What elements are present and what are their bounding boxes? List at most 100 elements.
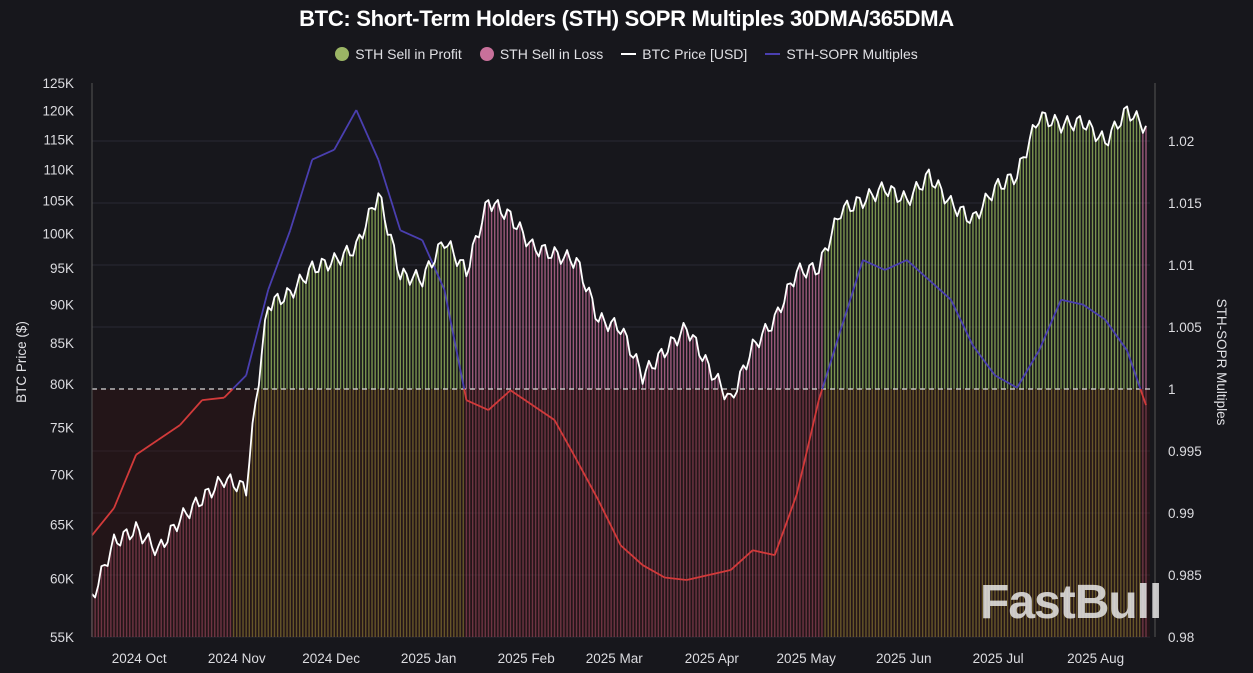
legend-dot-loss: [479, 47, 494, 61]
x-tick: 2025 Mar: [586, 651, 644, 666]
y-axis-label-left: BTC Price ($): [14, 321, 29, 403]
sopr-line-segment: [311, 148, 335, 161]
y-tick-left: 55K: [50, 630, 74, 645]
y-tick-right: 1: [1168, 382, 1176, 397]
sopr-line-segment: [708, 569, 731, 576]
sopr-line-segment: [619, 544, 644, 566]
sopr-line-segment: [1038, 299, 1062, 351]
y-tick-right: 0.995: [1168, 444, 1202, 459]
y-tick-right: 1.01: [1168, 258, 1194, 273]
sopr-line-segment: [509, 389, 533, 406]
sopr-line-segment: [1016, 350, 1040, 389]
sopr-line-segment: [575, 459, 600, 502]
x-tick: 2025 Feb: [498, 651, 555, 666]
y-tick-left: 105K: [42, 194, 74, 209]
sopr-line-segment: [553, 419, 578, 461]
y-tick-right: 0.98: [1168, 630, 1194, 645]
sopr-line-segment: [752, 549, 775, 557]
legend-line-sopr: [765, 53, 781, 55]
y-tick-left: 60K: [50, 571, 74, 586]
sopr-line-segment: [642, 564, 666, 579]
x-tick: 2025 Jan: [401, 651, 457, 666]
y-tick-left: 110K: [43, 162, 74, 177]
sopr-line-segment: [245, 289, 270, 376]
y-tick-left: 80K: [50, 377, 74, 392]
sopr-line-segment: [223, 388, 234, 399]
y-axis-label-right: STH-SOPR Multiples: [1214, 299, 1229, 426]
legend-item-profit[interactable]: STH Sell in Profit: [335, 46, 462, 62]
sopr-line-segment: [821, 329, 842, 390]
sopr-line-segment: [91, 507, 115, 536]
legend-item-sopr[interactable]: STH-SOPR Multiples: [765, 46, 918, 62]
legend-label: STH-SOPR Multiples: [786, 46, 918, 62]
y-tick-right: 0.99: [1168, 506, 1194, 521]
sopr-line-segment: [950, 299, 974, 346]
sopr-line-segment: [531, 404, 556, 421]
sopr-line-segment: [466, 399, 489, 411]
y-tick-left: 115K: [43, 132, 74, 147]
watermark: FastBull: [980, 576, 1161, 629]
sopr-line-segment: [377, 159, 402, 231]
x-tick: 2025 Jun: [876, 651, 932, 666]
sopr-line-segment: [333, 109, 358, 151]
y-tick-left: 75K: [50, 421, 74, 436]
legend-label: STH Sell in Loss: [499, 46, 604, 62]
y-tick-left: 100K: [42, 227, 74, 242]
chart-title: BTC: Short-Term Holders (STH) SOPR Multi…: [299, 6, 954, 31]
legend-dot-profit: [335, 47, 350, 61]
sopr-line-segment: [1126, 350, 1142, 390]
sopr-line-segment: [1082, 303, 1106, 321]
sopr-line-segment: [994, 374, 1018, 389]
x-tick: 2024 Oct: [112, 651, 167, 666]
sopr-line-segment: [443, 289, 466, 390]
y-tick-left: 85K: [50, 336, 74, 351]
legend-line-price: [621, 53, 637, 55]
y-tick-left: 95K: [50, 261, 74, 276]
sopr-line-segment: [928, 279, 952, 301]
sopr-line-segment: [202, 396, 225, 402]
sopr-line-segment: [1139, 388, 1147, 406]
sopr-line-segment: [267, 229, 292, 291]
sopr-line-segment: [839, 259, 864, 330]
sopr-line-segment: [862, 259, 886, 271]
sopr-line-segment: [795, 399, 820, 495]
y-tick-left: 90K: [50, 298, 74, 313]
sopr-line-segment: [289, 159, 314, 231]
sopr-line-segment: [355, 109, 380, 160]
y-tick-left: 65K: [50, 517, 74, 532]
x-tick: 2025 Jul: [973, 651, 1024, 666]
sopr-line-segment: [232, 374, 247, 390]
price-line: [91, 105, 1147, 599]
x-tick: 2025 Apr: [685, 651, 740, 666]
sopr-line-segment: [817, 388, 824, 401]
sopr-line-segment: [906, 259, 930, 281]
y-tick-right: 1.005: [1168, 320, 1202, 335]
y-tick-left: 70K: [50, 467, 74, 482]
sopr-line-segment: [157, 424, 181, 441]
legend-label: BTC Price [USD]: [642, 46, 748, 62]
below-threshold-shade: [92, 389, 1150, 637]
legend-label: STH Sell in Profit: [355, 46, 462, 62]
sopr-line-segment: [597, 500, 622, 546]
legend-item-loss[interactable]: STH Sell in Loss: [479, 46, 604, 62]
legend: STH Sell in Profit STH Sell in Loss BTC …: [0, 46, 1253, 62]
sopr-line-segment: [113, 454, 137, 509]
y-tick-left: 125K: [42, 76, 74, 91]
y-tick-right: 1.015: [1168, 196, 1202, 211]
sopr-line-segment: [773, 494, 798, 556]
x-tick: 2024 Dec: [302, 651, 360, 666]
y-tick-right: 0.985: [1168, 568, 1202, 583]
legend-item-price[interactable]: BTC Price [USD]: [621, 46, 747, 62]
sopr-line-segment: [463, 388, 468, 401]
sopr-line-segment: [686, 574, 709, 581]
x-tick: 2024 Nov: [208, 651, 266, 666]
sopr-line-segment: [972, 345, 996, 376]
sopr-line-segment: [399, 229, 423, 242]
sopr-line-segment: [664, 576, 687, 581]
sopr-line-segment: [884, 259, 908, 271]
sopr-line-segment: [1060, 298, 1084, 306]
y-tick-right: 1.02: [1168, 134, 1194, 149]
sopr-line-segment: [487, 389, 512, 411]
sopr-line-segment: [179, 399, 203, 426]
x-tick: 2025 May: [777, 651, 837, 666]
